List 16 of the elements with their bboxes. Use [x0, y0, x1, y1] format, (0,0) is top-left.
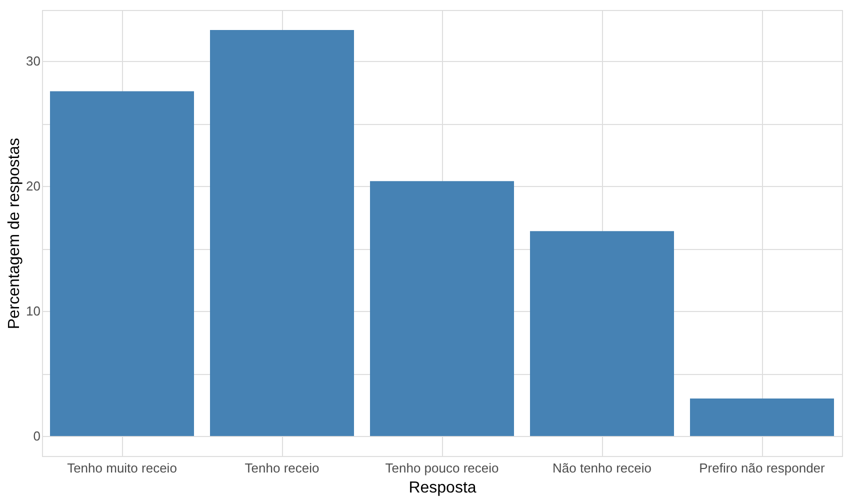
- x-tick-label: Tenho pouco receio: [385, 460, 499, 476]
- y-tick-label: 10: [26, 304, 40, 319]
- y-axis-title: Percentagem de respostas: [6, 138, 24, 330]
- bar: [50, 91, 194, 436]
- x-tick-label: Tenho muito receio: [67, 460, 177, 476]
- bar: [690, 398, 834, 436]
- x-tick-label: Prefiro não responder: [699, 460, 826, 476]
- bar: [210, 30, 354, 436]
- y-tick-label: 20: [26, 178, 40, 194]
- x-axis-title: Resposta: [408, 480, 476, 496]
- x-tick-label: Tenho receio: [244, 460, 320, 476]
- y-tick-label: 0: [33, 428, 40, 444]
- x-tick-label: Não tenho receio: [552, 460, 652, 476]
- bar: [530, 231, 674, 436]
- bar: [370, 181, 514, 436]
- y-tick-label: 30: [26, 54, 40, 69]
